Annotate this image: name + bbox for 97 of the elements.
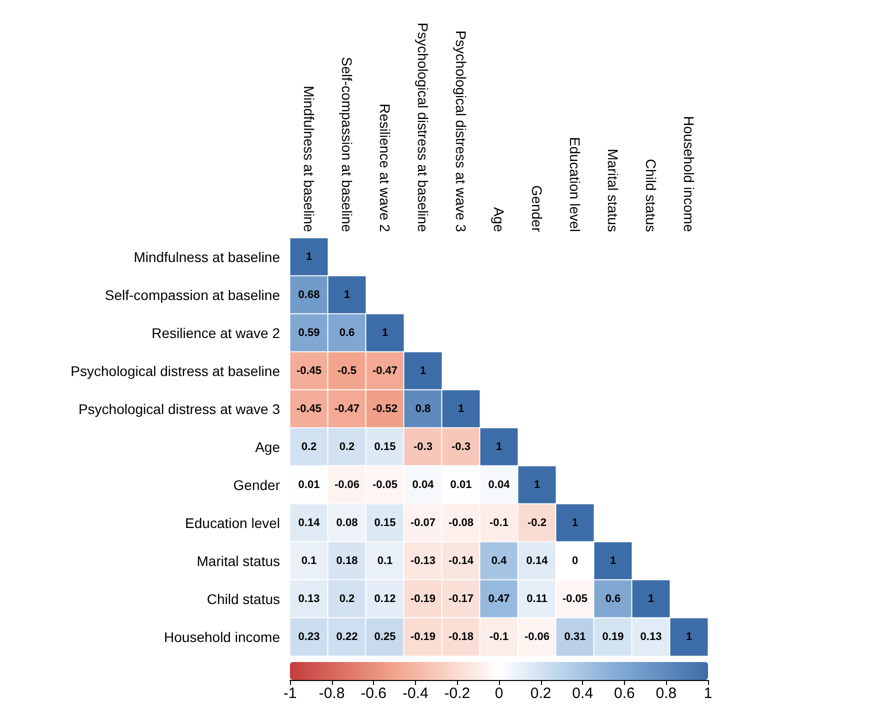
color-bar-label: 0 xyxy=(494,685,504,702)
y-tick-label: Resilience at wave 2 xyxy=(152,325,280,341)
data-label: 0.14 xyxy=(298,517,321,529)
x-tick-label: Household income xyxy=(681,116,697,232)
data-label: -0.52 xyxy=(372,403,398,415)
data-label: 0.22 xyxy=(336,631,358,643)
y-tick-label: Education level xyxy=(185,515,280,531)
data-label: 0.13 xyxy=(640,631,662,643)
data-label: 0.13 xyxy=(298,593,320,605)
data-label: 0.4 xyxy=(491,555,508,567)
data-label: 0.2 xyxy=(339,441,355,453)
data-label: -0.17 xyxy=(448,593,474,605)
data-label: -0.47 xyxy=(334,403,360,415)
data-label: 1 xyxy=(610,555,616,567)
y-tick-label: Psychological distress at wave 3 xyxy=(78,401,280,417)
data-label: 0.18 xyxy=(336,555,358,567)
y-tick-label: Self-compassion at baseline xyxy=(104,287,280,303)
data-label: -0.47 xyxy=(372,365,398,377)
data-label: 0.04 xyxy=(412,479,435,491)
data-label: -0.1 xyxy=(490,631,508,643)
data-label: 0.8 xyxy=(415,403,431,415)
data-label: -0.13 xyxy=(410,555,436,567)
data-label: -0.3 xyxy=(414,441,432,453)
data-label: 0.2 xyxy=(339,593,355,605)
x-tick-label: Age xyxy=(491,207,507,232)
data-label: 0.08 xyxy=(336,517,358,529)
data-label: 1 xyxy=(306,251,312,263)
x-tick-label: Education level xyxy=(567,137,583,232)
data-label: 1 xyxy=(686,631,692,643)
color-bar-label: -1 xyxy=(283,685,297,702)
data-label: -0.5 xyxy=(338,365,356,377)
data-label: 1 xyxy=(572,517,578,529)
color-bar-label: -0.8 xyxy=(318,685,345,702)
data-label: -0.07 xyxy=(410,517,436,529)
data-label: 1 xyxy=(648,593,654,605)
data-label: 0.19 xyxy=(602,631,624,643)
data-label: 1 xyxy=(458,403,464,415)
data-label: 0.59 xyxy=(298,327,320,339)
data-label: 0.15 xyxy=(374,441,396,453)
data-label: 1 xyxy=(534,479,540,491)
color-bar-label: -0.6 xyxy=(360,685,387,702)
data-label: 0.25 xyxy=(374,631,396,643)
data-label: 0.1 xyxy=(301,555,317,567)
data-label: -0.1 xyxy=(490,517,508,529)
x-tick-label: Marital status xyxy=(605,148,621,232)
x-tick-label: Psychological distress at wave 3 xyxy=(453,30,469,232)
y-tick-label: Household income xyxy=(164,629,280,645)
y-tick-label: Gender xyxy=(233,477,280,493)
color-bar-label: 1 xyxy=(704,685,712,702)
data-label: 0.15 xyxy=(374,517,396,529)
data-label: -0.19 xyxy=(410,593,436,605)
x-tick-label: Psychological distress at baseline xyxy=(415,22,431,232)
data-label: 1 xyxy=(420,365,426,377)
data-label: -0.05 xyxy=(562,593,588,605)
data-label: -0.2 xyxy=(528,517,546,529)
data-label: 1 xyxy=(382,327,388,339)
data-label: -0.19 xyxy=(410,631,436,643)
x-tick-label: Gender xyxy=(529,185,545,232)
data-label: 0.2 xyxy=(301,441,317,453)
color-bar-label: -0.4 xyxy=(402,685,428,702)
y-tick-label: Age xyxy=(255,439,280,455)
data-label: -0.14 xyxy=(448,555,474,567)
data-label: -0.06 xyxy=(334,479,360,491)
y-tick-label: Mindfulness at baseline xyxy=(134,249,280,265)
x-tick-label: Resilience at wave 2 xyxy=(377,104,393,232)
y-tick-label: Marital status xyxy=(196,553,280,569)
color-bar-label: 0.6 xyxy=(614,685,635,702)
data-label: -0.18 xyxy=(448,631,474,643)
color-bar-label: 0.8 xyxy=(656,685,677,702)
data-label: 0 xyxy=(572,555,578,567)
data-label: 0.14 xyxy=(526,555,549,567)
data-label: 0.04 xyxy=(488,479,511,491)
data-label: -0.08 xyxy=(448,517,474,529)
data-label: 0.1 xyxy=(377,555,393,567)
data-label: 0.6 xyxy=(605,593,621,605)
data-label: -0.3 xyxy=(452,441,470,453)
data-label: 0.01 xyxy=(298,479,320,491)
data-label: -0.06 xyxy=(524,631,550,643)
y-tick-label: Child status xyxy=(206,591,280,607)
color-bar-label: 0.2 xyxy=(530,685,552,702)
data-label: -0.45 xyxy=(296,403,322,415)
color-bar-label: 0.4 xyxy=(572,685,594,702)
data-label: -0.05 xyxy=(372,479,398,491)
x-tick-label: Child status xyxy=(643,158,659,232)
color-bar-label: -0.2 xyxy=(444,685,470,702)
data-label: 1 xyxy=(344,289,350,301)
data-label: -0.45 xyxy=(296,365,322,377)
data-label: 0.12 xyxy=(374,593,396,605)
data-label: 0.23 xyxy=(298,631,320,643)
data-label: 0.01 xyxy=(450,479,472,491)
y-tick-label: Psychological distress at baseline xyxy=(70,363,280,379)
data-label: 0.68 xyxy=(298,289,320,301)
data-label: 1 xyxy=(496,441,502,453)
data-label: 0.47 xyxy=(488,593,510,605)
data-label: 0.31 xyxy=(564,631,586,643)
data-label: 0.11 xyxy=(526,593,548,605)
data-label: 0.6 xyxy=(339,327,355,339)
